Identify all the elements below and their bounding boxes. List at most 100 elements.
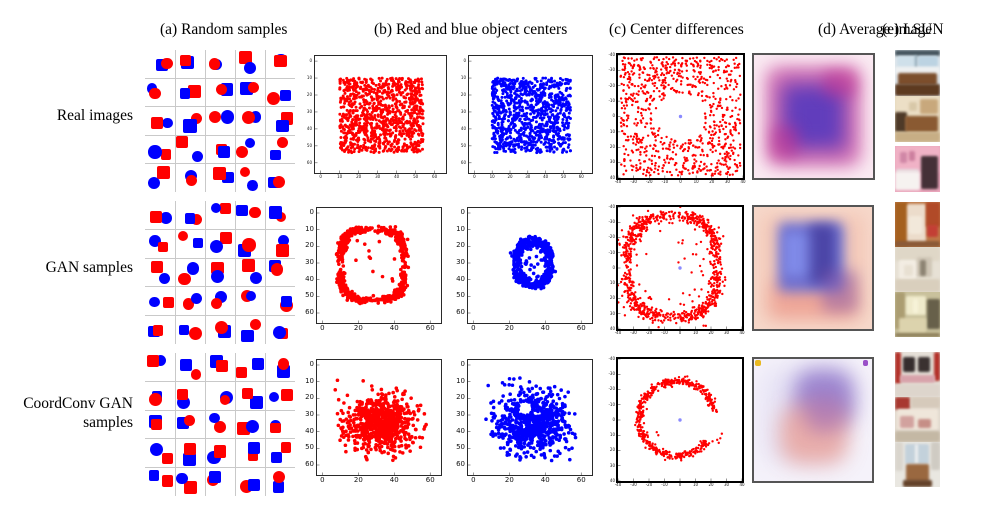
blue-square-shape — [218, 146, 231, 159]
image-region — [895, 292, 905, 329]
y-tick-label: 30 — [460, 108, 466, 114]
red-circle-shape — [249, 206, 261, 219]
blue-square-shape — [249, 395, 263, 409]
y-tick-label: -40 — [608, 203, 615, 209]
x-tick-label: -40 — [614, 482, 622, 487]
image-region — [905, 463, 930, 483]
blue-circle-shape — [244, 62, 256, 74]
red-square-shape — [236, 367, 248, 378]
x-tick-label: 40 — [543, 174, 549, 179]
scatter-blue-centers-coordconv: 0 20 40 60 0 10 20 30 40 50 60 — [456, 359, 593, 484]
y-tick-label: 30 — [609, 159, 615, 165]
y-tick-label: -10 — [608, 401, 615, 407]
y-tick-label: 60 — [305, 460, 314, 469]
red-square-shape — [146, 354, 160, 368]
x-tick-label: 0 — [320, 324, 325, 332]
image-region — [900, 415, 914, 428]
red-circle-shape — [236, 145, 249, 158]
image-region — [770, 126, 800, 159]
y-tick-label: -20 — [608, 82, 615, 88]
red-square-shape — [270, 422, 281, 434]
y-tick-label: 20 — [609, 144, 615, 150]
x-tick-label: 0 — [320, 476, 325, 484]
x-tick-label: 60 — [425, 476, 435, 484]
red-circle-shape — [277, 136, 289, 148]
x-tick-label: -20 — [645, 330, 653, 335]
grid-line — [174, 353, 176, 496]
red-circle-shape — [248, 81, 260, 93]
scatter-center-differences-gan: -40 -30 -20 -10 0 10 20 30 40 -40 -30 -20 -10 0 10 20 30… — [608, 204, 744, 334]
y-tick-label: 0 — [309, 208, 314, 217]
scatter-canvas — [315, 56, 446, 173]
scatter-red-centers-gan: 0 20 40 60 0 10 20 30 40 50 60 — [305, 207, 442, 332]
x-tick-label: 0 — [678, 330, 682, 335]
image-region — [895, 67, 940, 75]
lsun-sample-coordconv-2 — [895, 397, 940, 442]
y-tick-label: 10 — [305, 376, 314, 385]
y-tick-label: 40 — [305, 426, 314, 435]
x-tick-label: 60 — [425, 324, 435, 332]
y-tick-label: 40 — [609, 325, 615, 331]
blue-circle-shape — [155, 354, 166, 366]
image-region — [895, 111, 907, 132]
blue-circle-shape — [209, 413, 220, 424]
red-circle-shape — [190, 368, 202, 380]
grid-line — [145, 466, 295, 468]
blue-circle-shape — [220, 110, 234, 124]
blue-circle-shape — [160, 212, 172, 224]
blue-square-shape — [251, 357, 264, 370]
grid-line — [174, 201, 176, 344]
y-tick-label: 0 — [463, 57, 466, 63]
y-tick-label: 0 — [309, 360, 314, 369]
image-region — [895, 131, 940, 142]
red-circle-shape — [241, 110, 255, 124]
y-tick-label: -30 — [608, 219, 615, 225]
x-tick-label: 40 — [540, 324, 550, 332]
red-circle-shape — [183, 415, 195, 427]
average-image-gan — [752, 205, 874, 331]
red-circle-shape — [188, 326, 202, 340]
y-tick-label: 50 — [456, 291, 465, 300]
y-tick-label: 60 — [305, 308, 314, 317]
red-square-shape — [179, 54, 191, 67]
red-square-shape — [216, 360, 228, 372]
image-region — [895, 202, 908, 247]
y-tick-label: 20 — [609, 447, 615, 453]
red-circle-shape — [182, 298, 195, 310]
grid-line — [145, 381, 295, 383]
grid-line — [204, 353, 206, 496]
blue-circle-shape — [272, 325, 287, 340]
x-tick-label: 60 — [576, 476, 586, 484]
grid-line — [234, 353, 236, 496]
y-tick-label: 0 — [612, 113, 615, 119]
y-tick-label: -30 — [608, 67, 615, 73]
x-tick-label: 0 — [473, 174, 476, 179]
y-tick-label: 50 — [306, 142, 312, 148]
x-tick-label: 40 — [740, 179, 746, 184]
y-tick-label: 10 — [306, 74, 312, 80]
x-tick-label: 40 — [540, 476, 550, 484]
red-square-shape — [241, 259, 255, 273]
image-region — [917, 357, 931, 372]
red-square-shape — [160, 149, 172, 160]
scatter-canvas — [618, 55, 743, 178]
image-region — [895, 171, 921, 191]
red-square-shape — [163, 296, 174, 308]
blue-square-shape — [269, 206, 282, 219]
y-tick-label: -20 — [608, 234, 615, 240]
y-tick-label: 30 — [609, 310, 615, 316]
image-region — [899, 152, 907, 164]
y-tick-label: 60 — [456, 308, 465, 317]
x-tick-label: 40 — [389, 476, 399, 484]
y-tick-label: 10 — [609, 432, 615, 438]
image-region — [920, 259, 927, 276]
x-tick-label: 0 — [679, 179, 682, 184]
row-label-gan-samples: GAN samples — [45, 259, 133, 276]
x-tick-label: -20 — [645, 179, 653, 184]
x-tick-label: 30 — [525, 174, 531, 179]
red-circle-shape — [211, 298, 223, 310]
y-tick-label: 40 — [456, 274, 465, 283]
blue-circle-shape — [147, 176, 161, 190]
blue-circle-shape — [278, 235, 290, 247]
y-tick-label: 20 — [456, 393, 465, 402]
